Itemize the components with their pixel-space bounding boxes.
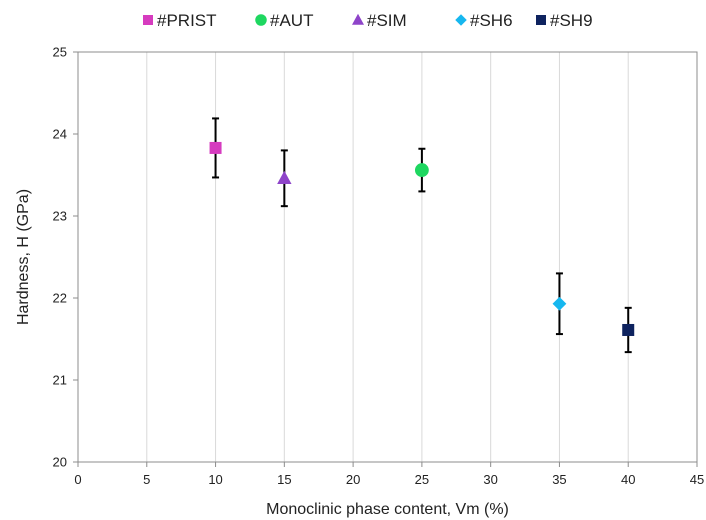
legend-label-prist: #PRIST bbox=[157, 11, 217, 30]
data-point-sh9 bbox=[622, 323, 635, 336]
plot-area-frame bbox=[77, 51, 698, 463]
data-points bbox=[209, 141, 635, 336]
grid-lines bbox=[146, 52, 629, 462]
legend-marker-aut bbox=[255, 14, 267, 26]
legend-label-sh6: #SH6 bbox=[470, 11, 513, 30]
y-tick-label-22: 22 bbox=[53, 291, 67, 306]
x-axis-ticks: 0 5 10 15 20 25 30 35 40 45 bbox=[74, 462, 704, 487]
legend-item-sh6: #SH6 bbox=[455, 11, 513, 30]
data-point-prist bbox=[209, 141, 222, 154]
x-tick-label-0: 0 bbox=[74, 472, 81, 487]
legend-item-sh9: #SH9 bbox=[536, 11, 593, 30]
y-tick-label-25: 25 bbox=[53, 45, 67, 60]
y-tick-label-23: 23 bbox=[53, 209, 67, 224]
data-point-sh6 bbox=[552, 296, 567, 311]
legend-marker-sh9 bbox=[536, 15, 546, 25]
x-axis-title: Monoclinic phase content, Vm (%) bbox=[266, 501, 509, 518]
legend-marker-prist bbox=[143, 15, 153, 25]
x-tick-label-20: 20 bbox=[346, 472, 360, 487]
x-tick-label-25: 25 bbox=[415, 472, 429, 487]
y-tick-label-20: 20 bbox=[53, 455, 67, 470]
legend-item-aut: #AUT bbox=[255, 11, 313, 30]
legend-marker-sh6 bbox=[455, 14, 467, 26]
legend-label-sim: #SIM bbox=[367, 11, 407, 30]
y-axis-title: Hardness, H (GPa) bbox=[15, 189, 32, 325]
legend-marker-sim bbox=[352, 13, 364, 25]
data-point-aut bbox=[414, 163, 429, 177]
x-tick-label-15: 15 bbox=[277, 472, 291, 487]
x-tick-label-35: 35 bbox=[552, 472, 566, 487]
legend-item-sim: #SIM bbox=[352, 11, 407, 30]
y-tick-label-24: 24 bbox=[53, 127, 67, 142]
legend-label-sh9: #SH9 bbox=[550, 11, 593, 30]
x-tick-label-45: 45 bbox=[690, 472, 704, 487]
legend-label-aut: #AUT bbox=[270, 11, 313, 30]
x-tick-label-10: 10 bbox=[208, 472, 222, 487]
x-tick-label-5: 5 bbox=[143, 472, 150, 487]
legend-item-prist: #PRIST bbox=[143, 11, 217, 30]
x-tick-label-30: 30 bbox=[483, 472, 497, 487]
y-tick-label-21: 21 bbox=[53, 373, 67, 388]
y-axis-ticks: 20 21 22 23 24 25 bbox=[53, 45, 78, 470]
data-point-sim bbox=[277, 170, 292, 185]
x-tick-label-40: 40 bbox=[621, 472, 635, 487]
legend: #PRIST #AUT #SIM #SH6 #SH9 bbox=[143, 11, 593, 30]
